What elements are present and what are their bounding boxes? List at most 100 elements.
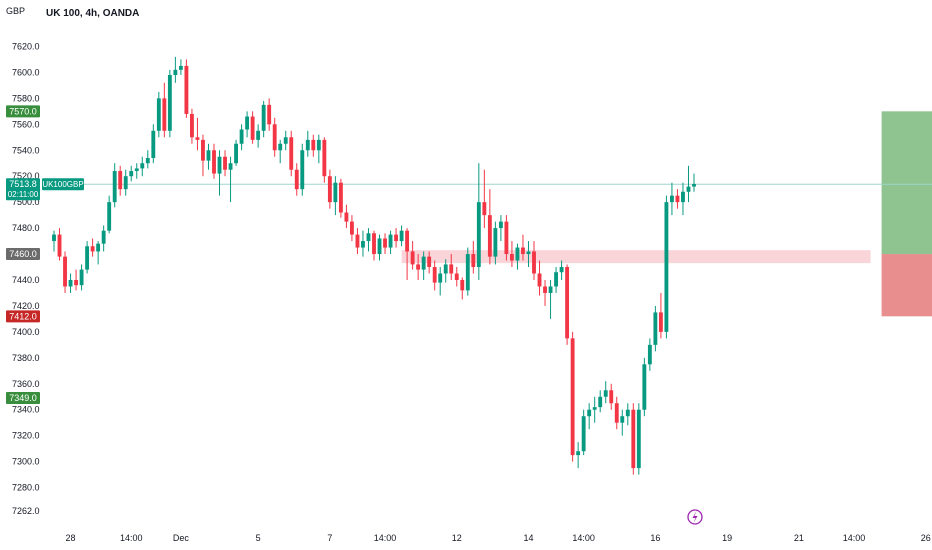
x-tick-label: 14 [523,533,533,543]
candle-body [206,150,211,161]
y-tick-label: 7540.0 [12,145,40,155]
candle-body [140,163,145,169]
candle-body [559,267,564,273]
candle-body [681,191,685,203]
y-tick-label: 7440.0 [12,275,40,285]
candle-body [118,171,123,190]
candle-body [410,251,415,265]
x-tick-label: 7 [327,533,332,543]
candle-body [504,221,509,255]
symbol-tag: UK100GBP [42,180,83,189]
candle-body [647,344,652,365]
candle-body [675,195,680,203]
candle-body [454,273,459,280]
candle-body [532,251,536,274]
candle-body [129,171,134,177]
candle-body [581,416,586,452]
candle-body [333,182,338,203]
candle-body [212,150,216,174]
candle-body [107,202,112,231]
y-tick-label: 7600.0 [12,67,40,77]
candle-body [184,65,189,114]
countdown-label: 02:11:00 [8,190,39,199]
y-tick-label: 7320.0 [12,431,40,441]
candle-body [361,241,365,248]
candle-body [636,409,641,469]
candle-body [603,390,608,397]
y-tick-label: 7580.0 [12,93,40,103]
candle-body [493,228,498,257]
entry-label: 7460.0 [9,249,37,259]
x-tick-label: 16 [650,533,660,543]
candle-body [201,139,205,161]
time-axis: 2814:00Dec5714:00121414:0016192114:00262… [66,533,931,543]
x-tick-label: Dec [173,533,190,543]
candle-body [465,254,470,291]
candle-body [145,158,150,164]
candle-body [416,264,421,270]
candle-body [327,176,332,203]
candle-body [625,409,630,417]
y-tick-label: 7560.0 [12,119,40,129]
candle-body [438,273,443,283]
candle-body [311,139,316,151]
stop-loss-box [881,254,932,317]
candle-body [217,156,222,174]
candle-body [576,451,581,456]
candle-body [289,137,294,170]
candle-body [570,338,575,456]
stop-loss-label: 7412.0 [9,311,37,321]
y-tick-label: 7400.0 [12,327,40,337]
x-tick-label: 14:00 [843,533,866,543]
candle-body [101,230,106,244]
candle-body [173,69,178,76]
y-tick-label: 7280.0 [12,483,40,493]
candle-body [151,130,156,159]
candle-body [642,364,647,410]
candle-body [134,168,139,172]
y-tick-label: 7360.0 [12,379,40,389]
candle-body [267,104,272,125]
x-tick-label: 19 [722,533,732,543]
y-tick-label: 7480.0 [12,223,40,233]
candle-body [278,143,283,151]
y-tick-label: 7340.0 [12,405,40,415]
lightning-icon [687,509,703,525]
candle-body [471,254,476,268]
candle-body [350,221,354,235]
candle-body [239,129,244,144]
y-tick-label: 7300.0 [12,457,40,467]
candle-body [223,156,227,170]
candle-body [272,124,277,151]
candle-body [658,312,663,332]
candle-body [631,409,636,469]
x-tick-label: 14:00 [374,533,397,543]
candle-body [609,390,614,404]
candle-body [338,182,343,213]
candle-body [190,113,194,138]
y-tick-label: 7420.0 [12,301,40,311]
candle-body [405,230,410,252]
x-tick-label: 14:00 [572,533,595,543]
candle-body [515,247,520,261]
candle-body [383,238,387,248]
candle-body [57,234,62,257]
y-tick-label: 7380.0 [12,353,40,363]
take-profit-label: 7570.0 [9,106,37,116]
candle-body [614,403,619,423]
candle-body [686,186,691,192]
y-tick-label: 7520.0 [12,171,40,181]
candle-body [432,267,437,283]
x-tick-label: 21 [794,533,804,543]
candle-body [592,407,597,410]
candle-body [543,286,547,293]
candle-body [487,215,492,257]
candle-body [526,251,531,255]
candle-body [112,171,117,203]
level-label-box [6,392,40,405]
symbol-tag-box [42,178,84,191]
candle-body [261,104,266,131]
candle-body [449,264,454,274]
candle-body [366,233,371,242]
